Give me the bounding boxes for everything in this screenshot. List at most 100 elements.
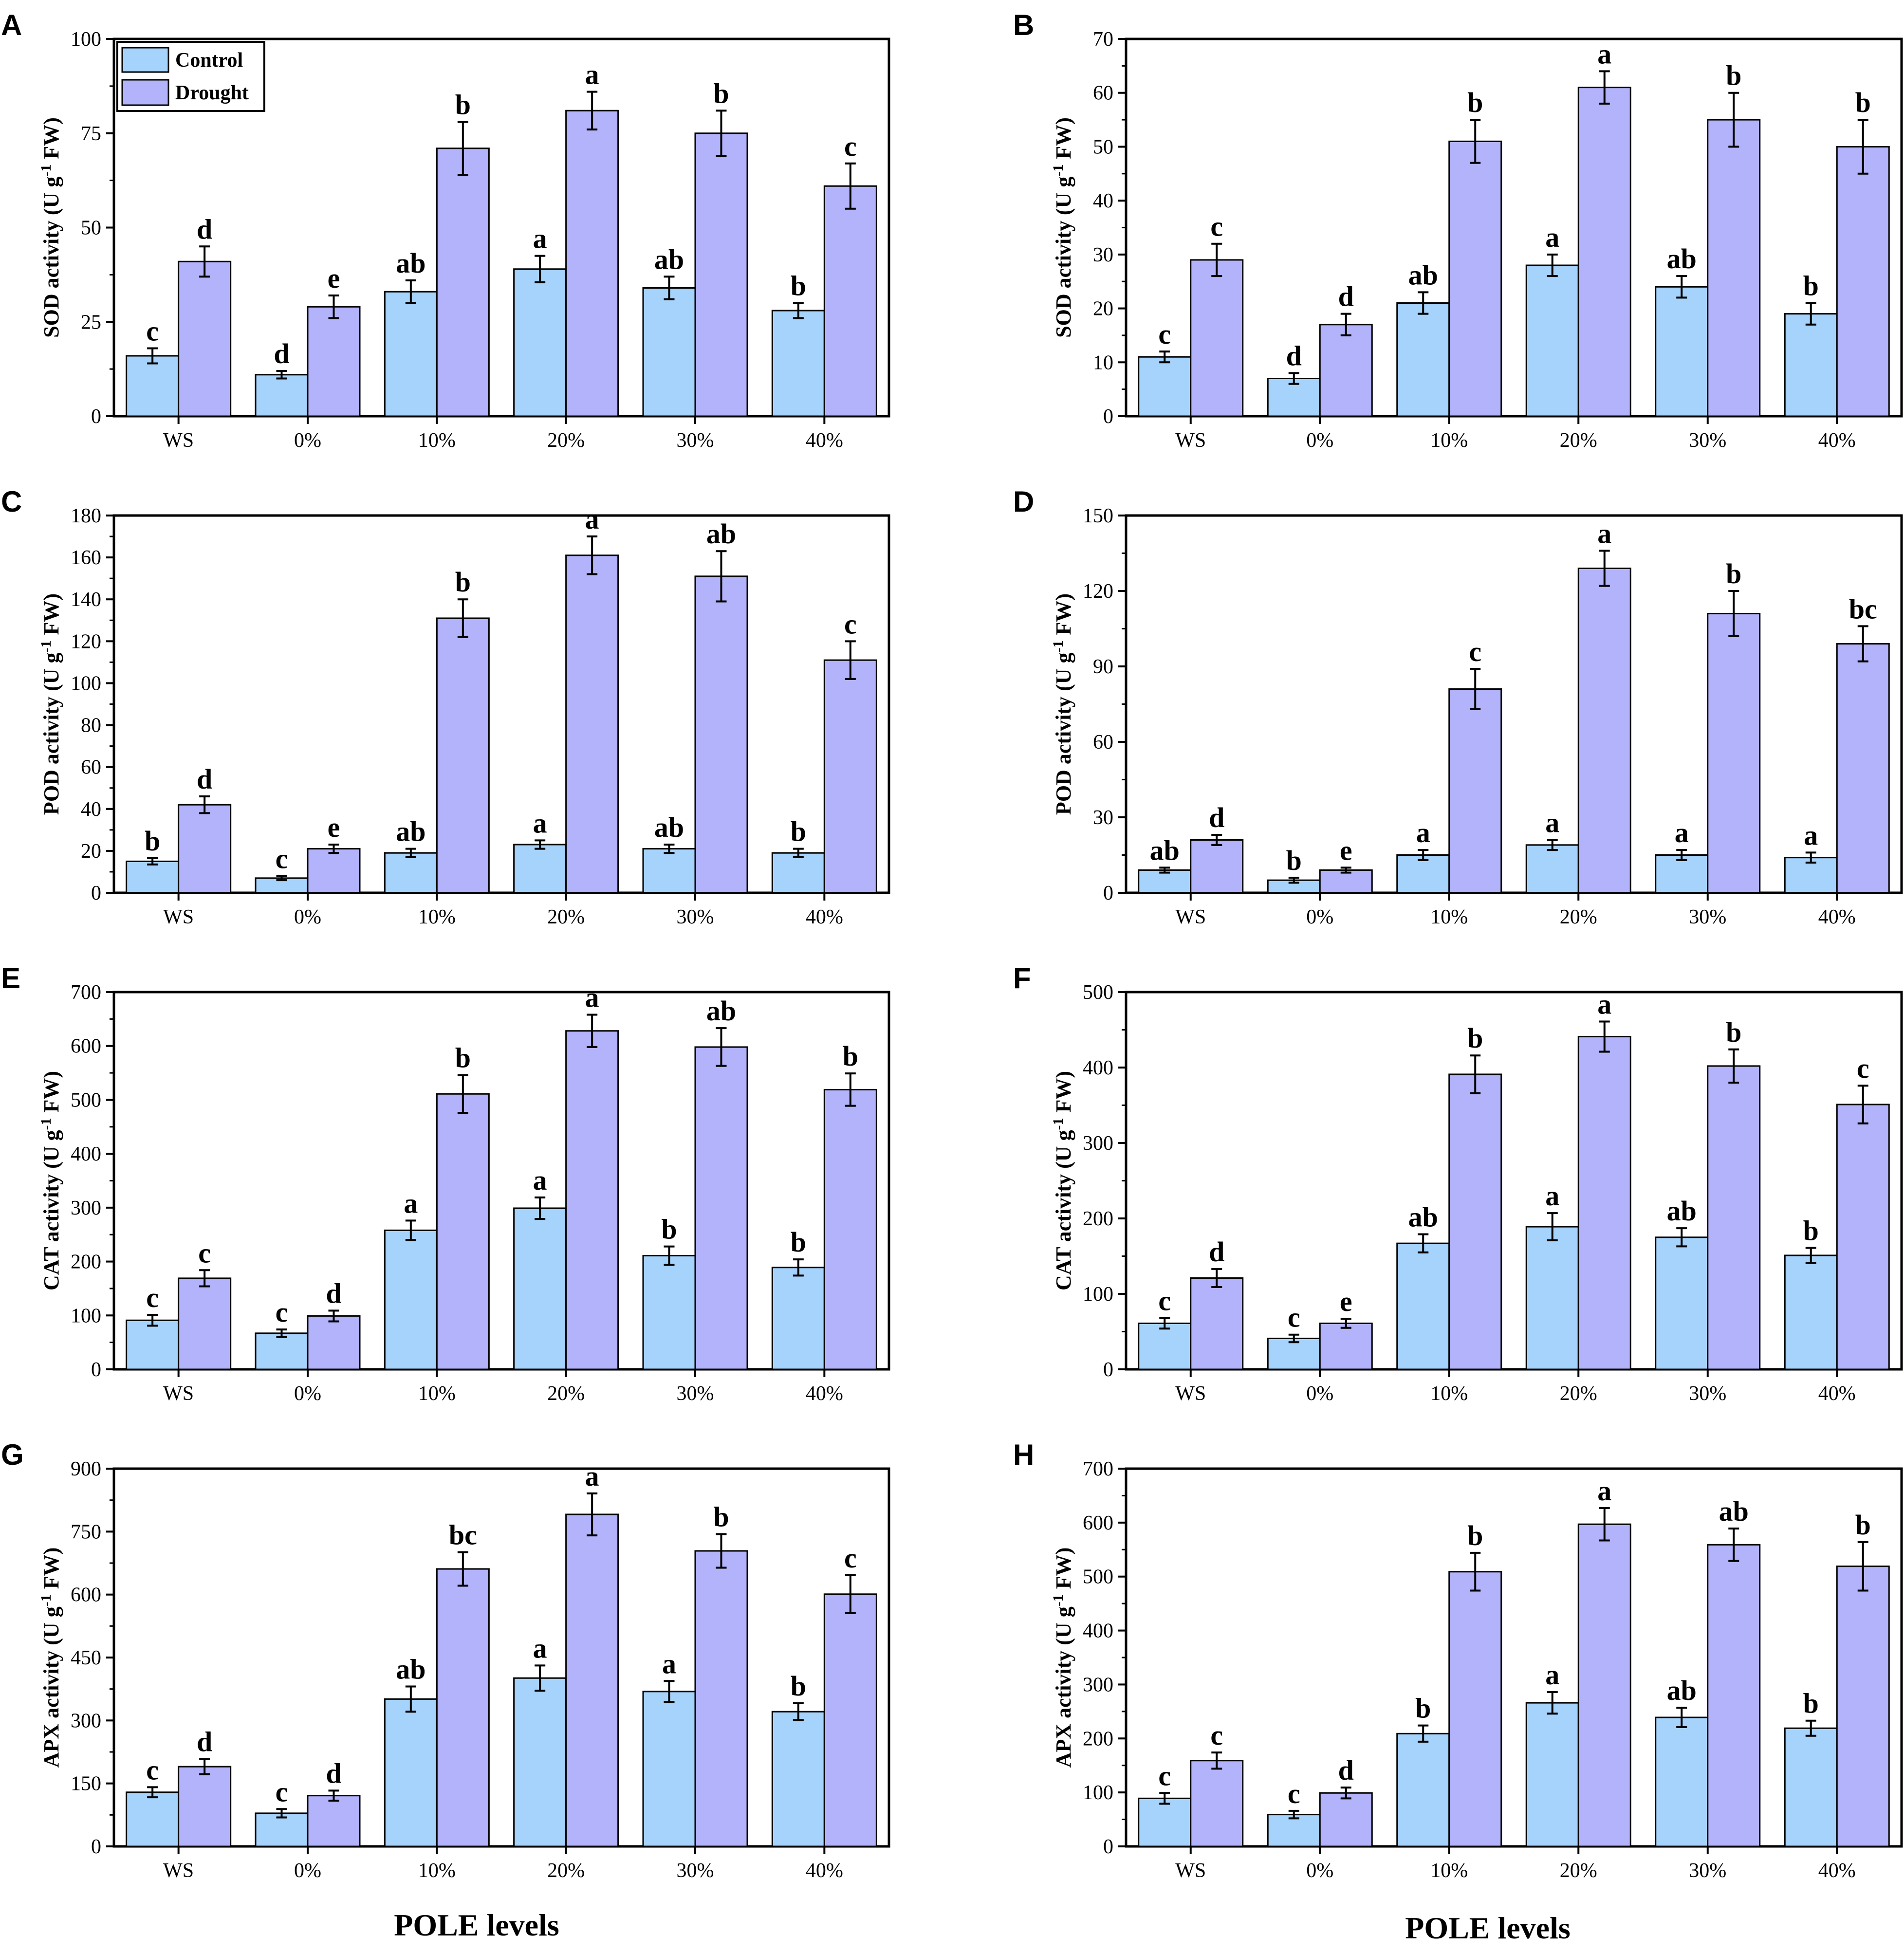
- y-axis-title-text: SOD activity (U g: [39, 177, 63, 338]
- bar-drought: [565, 554, 619, 894]
- legend-swatch-control: [121, 47, 169, 73]
- significance-letter: b: [1467, 87, 1483, 118]
- y-tick-label: 900: [71, 1458, 101, 1480]
- significance-letter: ab: [1667, 243, 1697, 275]
- bar-drought: [1836, 146, 1890, 417]
- significance-letter: a: [585, 982, 599, 1013]
- x-tick-label: 20%: [1560, 1382, 1597, 1405]
- bar-control: [513, 844, 567, 894]
- bar-drought: [694, 1046, 748, 1370]
- x-tick-label: 30%: [1689, 906, 1726, 928]
- bar-control: [1396, 1242, 1450, 1370]
- significance-letter: a: [1597, 38, 1611, 70]
- bar-drought: [307, 848, 361, 894]
- y-tick-label: 0: [1103, 1359, 1113, 1381]
- bar-drought: [1319, 1792, 1373, 1847]
- significance-letter: d: [1338, 281, 1354, 313]
- y-axis-title-superscript: -1: [38, 1118, 54, 1130]
- y-axis-title: SOD activity (U g-1 FW): [1050, 117, 1075, 338]
- significance-letter: c: [1210, 1719, 1223, 1751]
- significance-letter: d: [274, 338, 289, 369]
- bar-control: [1396, 1732, 1450, 1847]
- y-tick-label: 500: [1083, 1566, 1113, 1588]
- y-tick-label: 90: [1093, 656, 1113, 678]
- significance-letter: e: [328, 811, 340, 843]
- bar-control: [1525, 264, 1579, 417]
- bar-control: [1655, 1236, 1709, 1370]
- chart-panel-g: G 0 150 300 450 600 750 900 APX activity (U g-1 …: [1, 1438, 890, 1882]
- significance-letter: b: [1415, 1693, 1431, 1724]
- y-axis-title-text: FW): [1052, 1548, 1075, 1595]
- bar-control: [1138, 1797, 1192, 1847]
- y-tick-label: 600: [71, 1584, 101, 1606]
- significance-letter: b: [1286, 845, 1302, 876]
- x-tick-label: 10%: [418, 906, 456, 928]
- x-tick-label: 30%: [1689, 1860, 1726, 1882]
- significance-letter: a: [1545, 221, 1559, 253]
- x-tick-label: 10%: [1430, 1860, 1468, 1882]
- chart-panel-b: B 0 10 20 30 40 50 60 70 SOD activity (U g-1 FW) W…: [1013, 9, 1903, 452]
- x-tick-label: 0%: [294, 906, 321, 928]
- bar-drought: [436, 1093, 490, 1370]
- bar-control: [1267, 1814, 1321, 1847]
- bar-control: [255, 1332, 309, 1370]
- x-tick-label: 30%: [677, 429, 714, 452]
- panel-letter: F: [1013, 962, 1031, 995]
- significance-letter: c: [844, 608, 857, 640]
- significance-letter: b: [455, 566, 471, 598]
- legend-label-drought: Drought: [175, 82, 249, 104]
- significance-letter: c: [198, 1237, 211, 1269]
- y-tick-label: 150: [1083, 505, 1113, 527]
- y-tick-label: 30: [1093, 244, 1113, 266]
- y-tick-label: 50: [81, 217, 101, 240]
- significance-letter: ab: [1719, 1495, 1749, 1527]
- y-axis-title: APX activity (U g-1 FW): [38, 1548, 63, 1768]
- y-axis-title: SOD activity (U g-1 FW): [38, 117, 63, 338]
- y-tick-label: 200: [1083, 1728, 1113, 1750]
- x-tick-label: 10%: [418, 429, 456, 452]
- y-tick-label: 500: [71, 1089, 101, 1111]
- bar-drought: [436, 147, 490, 417]
- bar-drought: [1448, 1571, 1502, 1847]
- y-tick-label: 40: [1093, 190, 1113, 212]
- x-tick-label: 40%: [1818, 1382, 1856, 1405]
- x-tick-label: WS: [163, 429, 194, 452]
- significance-letter: e: [328, 262, 340, 294]
- x-tick-label: 40%: [806, 1860, 843, 1882]
- y-axis-title-superscript: -1: [1050, 640, 1066, 652]
- significance-letter: c: [844, 130, 857, 162]
- significance-letter: a: [1675, 817, 1689, 848]
- x-tick-label: 0%: [294, 429, 321, 452]
- y-tick-label: 450: [71, 1647, 101, 1669]
- significance-letter: b: [1467, 1022, 1483, 1054]
- x-tick-label: 30%: [677, 906, 714, 928]
- chart-panel-c: C 0 20 40 60 80 100 120 140 160 180 POD activity (U…: [1, 485, 890, 928]
- x-axis-title-left: POLE levels: [394, 1908, 559, 1942]
- bar-control: [1784, 313, 1838, 417]
- bar-control: [1655, 1716, 1709, 1847]
- y-tick-label: 500: [1083, 981, 1113, 1004]
- bar-control: [1525, 844, 1579, 894]
- y-tick-label: 400: [71, 1143, 101, 1165]
- bar-drought: [823, 659, 877, 894]
- x-tick-label: 30%: [1689, 429, 1726, 452]
- bar-control: [642, 848, 696, 894]
- significance-letter: c: [1158, 1760, 1171, 1791]
- significance-letter: ab: [396, 816, 425, 848]
- significance-letter: c: [146, 1754, 159, 1786]
- bar-control: [126, 355, 180, 417]
- significance-letter: ab: [654, 243, 684, 275]
- bar-control: [642, 1254, 696, 1370]
- bar-control: [771, 1267, 825, 1370]
- significance-letter: b: [1467, 1520, 1483, 1551]
- x-tick-label: 40%: [1818, 429, 1856, 452]
- significance-letter: bc: [449, 1519, 477, 1551]
- bar-drought: [1448, 688, 1502, 894]
- chart-panel-e: E 0 100 200 300 400 500 600 700 CAT activity (U g…: [1, 962, 890, 1405]
- x-tick-label: 10%: [418, 1382, 456, 1405]
- significance-letter: b: [791, 270, 806, 302]
- y-tick-label: 700: [71, 981, 101, 1004]
- y-tick-label: 0: [91, 882, 101, 904]
- y-tick-label: 40: [81, 798, 101, 821]
